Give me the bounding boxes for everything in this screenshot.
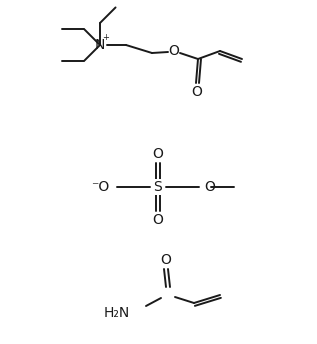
Text: O: O [191, 85, 203, 99]
Text: O: O [204, 180, 215, 194]
Text: O: O [161, 253, 171, 267]
Text: O: O [169, 44, 179, 58]
Text: S: S [154, 180, 162, 194]
Text: O: O [152, 213, 164, 227]
Text: +: + [103, 33, 109, 43]
Text: N: N [95, 38, 105, 52]
Text: O: O [152, 147, 164, 161]
Text: H₂N: H₂N [104, 306, 130, 320]
Text: ⁻O: ⁻O [91, 180, 109, 194]
